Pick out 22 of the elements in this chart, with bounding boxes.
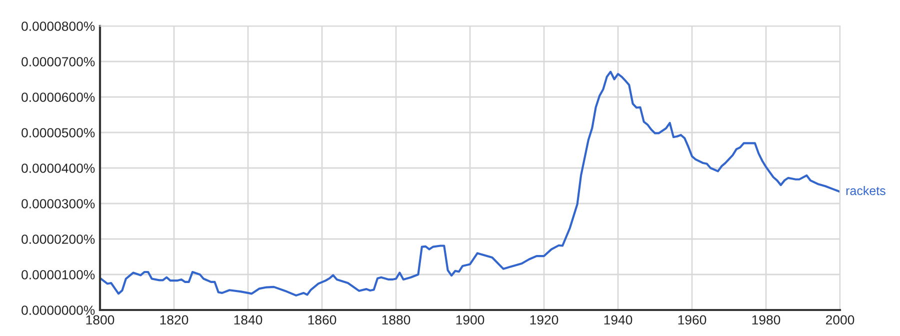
y-tick-label: 0.0000500% — [22, 128, 95, 138]
x-tick-label: 1840 — [234, 315, 262, 325]
x-tick-label: 2000 — [826, 315, 854, 325]
x-tick-label: 1960 — [678, 315, 706, 325]
y-tick-label: 0.0000000% — [22, 306, 95, 315]
y-tick-label: 0.0000200% — [22, 234, 95, 244]
x-tick-label: 1900 — [456, 315, 484, 325]
x-tick-label: 1940 — [604, 315, 632, 325]
line-series — [100, 70, 840, 296]
y-tick-label: 0.0000300% — [22, 199, 95, 208]
y-tick-label: 0.0000700% — [22, 57, 95, 66]
x-tick-label: 1880 — [382, 315, 410, 325]
x-tick-label: 1820 — [160, 315, 188, 325]
x-tick-label: 1800 — [86, 315, 114, 325]
y-tick-label: 0.0000600% — [22, 92, 95, 102]
series-label: rackets — [846, 186, 886, 196]
x-tick-label: 1980 — [752, 315, 780, 325]
y-tick-label: 0.0000400% — [22, 164, 95, 173]
y-tick-label: 0.0000800% — [22, 22, 95, 31]
x-tick-label: 1920 — [530, 315, 558, 325]
y-tick-label: 0.0000100% — [22, 270, 95, 280]
x-tick-label: 1860 — [308, 315, 336, 325]
